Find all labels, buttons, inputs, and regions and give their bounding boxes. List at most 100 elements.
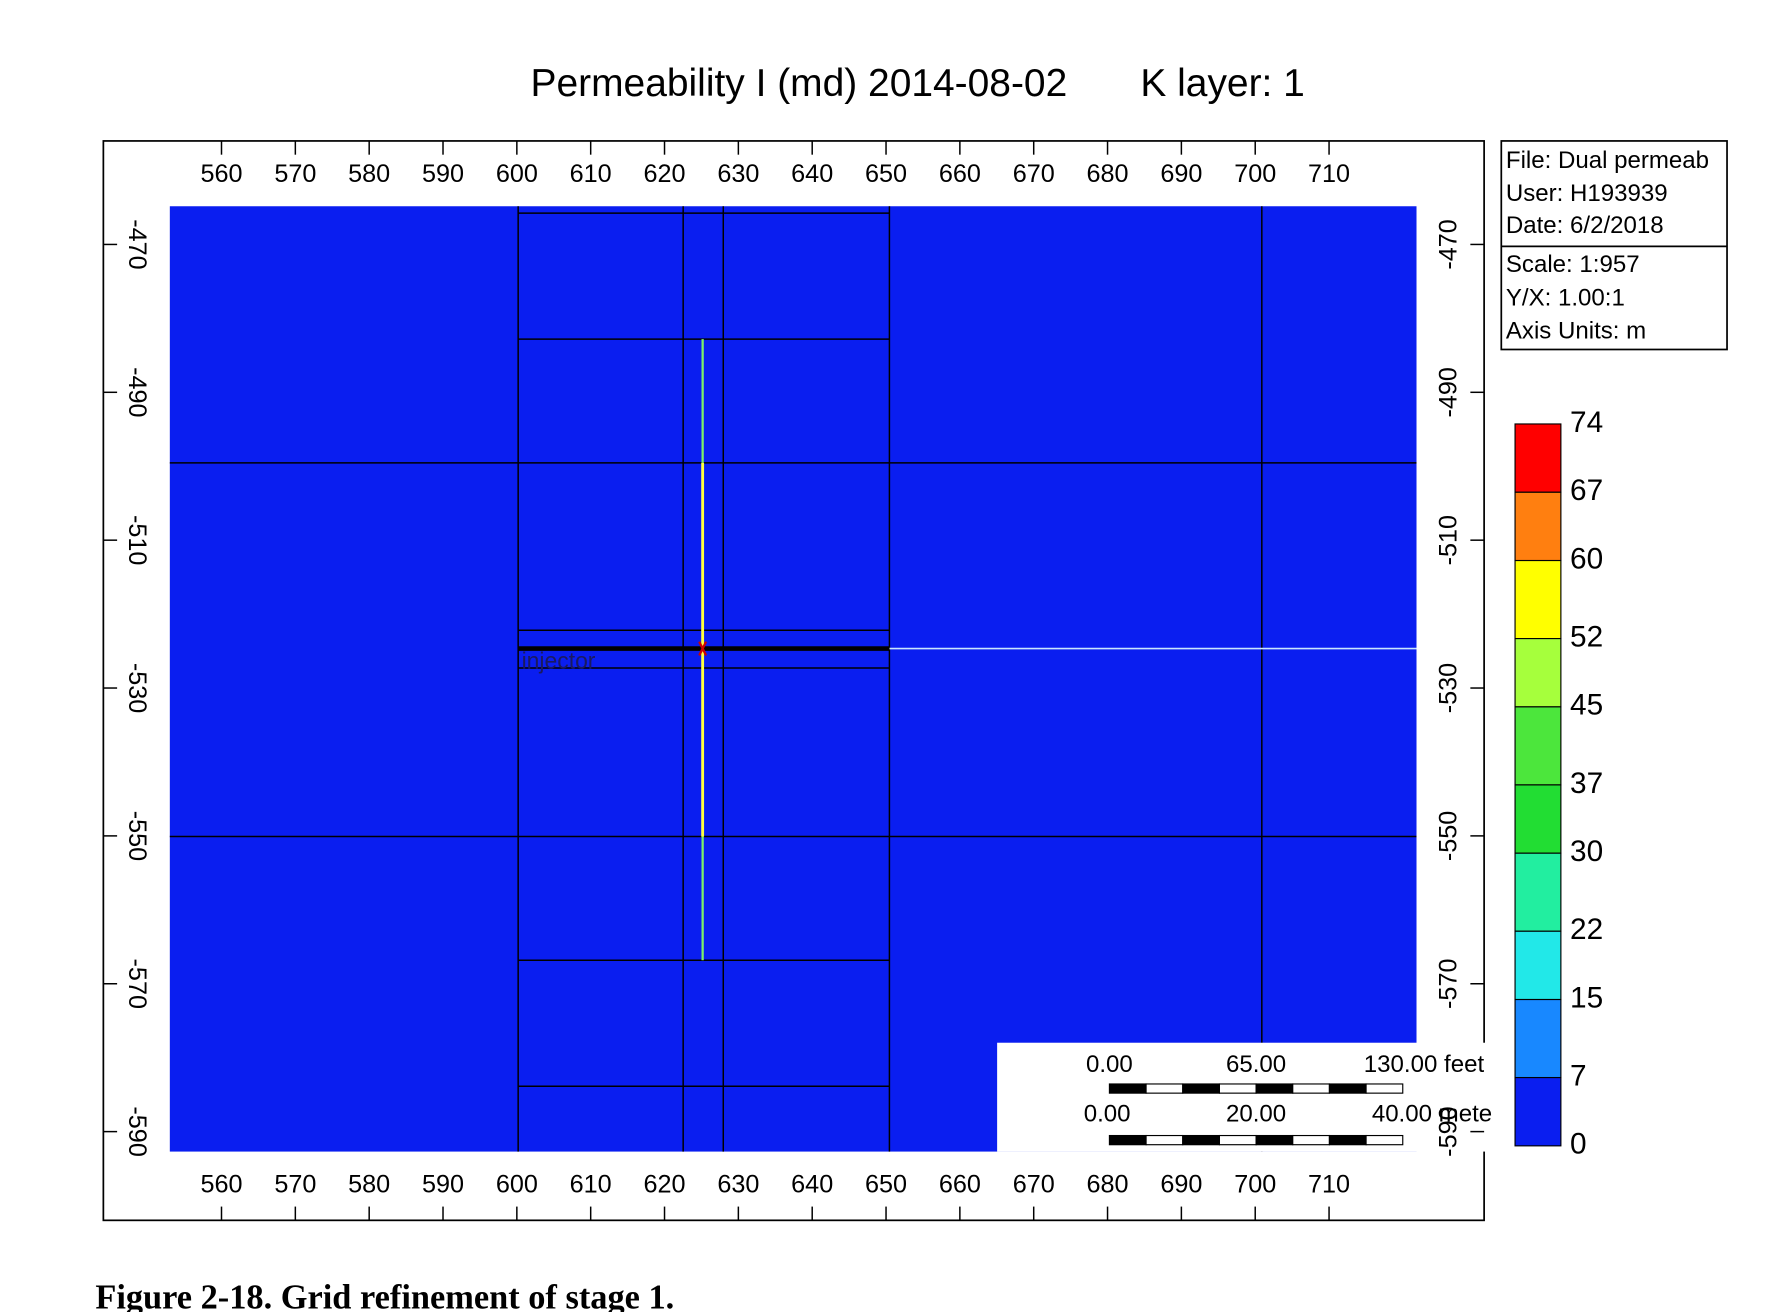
colorbar-label: 74 [1570, 406, 1603, 439]
y-tick-label: -530 [1434, 663, 1462, 713]
colorbar-label: 37 [1570, 767, 1603, 800]
x-tick-label: 590 [422, 1171, 464, 1199]
info-frame [1500, 140, 1728, 351]
scale-bars [1108, 1083, 1404, 1146]
y-tick-label: -530 [123, 663, 151, 713]
colorbar-bin [1514, 852, 1562, 932]
info-text: Axis Units: m [1506, 318, 1646, 345]
y-tick-label: -510 [1434, 515, 1462, 565]
scale-segment [1292, 1083, 1330, 1094]
x-tick-label: 650 [865, 1171, 907, 1199]
scale-label: 130.00 feet [1364, 1051, 1485, 1078]
info-text: User: H193939 [1506, 180, 1668, 207]
scale-segment [1182, 1083, 1220, 1094]
scale-label: 40.00 mete [1372, 1100, 1492, 1127]
x-tick-label: 570 [274, 1171, 316, 1199]
info-text: Y/X: 1.00:1 [1506, 284, 1625, 311]
x-tick-label: 560 [200, 160, 242, 188]
scale-segment [1108, 1134, 1147, 1146]
scale-segment [1292, 1134, 1330, 1146]
colorbar-bin [1514, 930, 1562, 1001]
caption: Figure 2-18. Grid refinement of stage 1. [95, 1278, 674, 1312]
scale-segment [1255, 1083, 1294, 1094]
well-label: injector [522, 647, 596, 673]
y-tick-label: -470 [123, 219, 151, 269]
x-tick-label: 680 [1087, 160, 1129, 188]
scale-segment [1182, 1134, 1220, 1146]
colorbar-label: 30 [1570, 835, 1603, 868]
x-tick-label: 660 [939, 160, 981, 188]
x-tick-label: 580 [348, 160, 390, 188]
x-tick-label: 650 [865, 160, 907, 188]
y-tick-label: -510 [123, 515, 151, 565]
y-tick-label: -570 [1434, 959, 1462, 1009]
colorbar-bin [1514, 491, 1562, 562]
scale-bar-bg [997, 1042, 1502, 1152]
scale-bar: 0.00 65.00 130.00 feet 0.00 20.00 40.00 … [997, 1042, 1502, 1152]
scale-segment [1108, 1083, 1147, 1094]
x-tick-label: 710 [1308, 160, 1350, 188]
colorbar-bin [1514, 423, 1562, 493]
scale-label: 20.00 [1226, 1100, 1286, 1127]
x-tick-label: 670 [1013, 1171, 1055, 1199]
x-tick-label: 600 [496, 160, 538, 188]
map-field [169, 206, 1417, 1152]
y-tick-label: -590 [123, 1106, 151, 1156]
colorbar-bin [1514, 784, 1562, 854]
colorbar-label: 67 [1570, 474, 1603, 507]
scale-segment [1365, 1083, 1404, 1094]
chart-subtitle: K layer: 1 [1140, 62, 1304, 105]
colorbar-label: 15 [1570, 981, 1603, 1014]
colorbar-label: 7 [1570, 1059, 1587, 1092]
x-tick-label: 630 [717, 160, 759, 188]
colorbar-bin [1514, 559, 1562, 640]
x-tick-label: 590 [422, 160, 464, 188]
colorbar-bin [1514, 998, 1562, 1079]
scale-segment [1145, 1134, 1184, 1146]
colorbar-label: 0 [1570, 1128, 1587, 1161]
scale-label: 0.00 [1086, 1051, 1133, 1078]
scale-segment [1218, 1083, 1257, 1094]
scale-segment [1365, 1134, 1404, 1146]
y-tick-label: -570 [123, 959, 151, 1009]
x-tick-label: 680 [1087, 1171, 1129, 1199]
x-tick-label: 640 [791, 160, 833, 188]
y-tick-label: -550 [1434, 811, 1462, 861]
x-tick-label: 620 [644, 160, 686, 188]
colorbar-bin [1514, 638, 1562, 708]
scale-segment [1255, 1134, 1294, 1146]
y-tick-label: -550 [123, 811, 151, 861]
x-tick-label: 630 [717, 1171, 759, 1199]
x-tick-label: 570 [274, 160, 316, 188]
x-tick-label: 640 [791, 1171, 833, 1199]
colorbar-label: 60 [1570, 542, 1603, 575]
x-tick-label: 690 [1160, 1171, 1202, 1199]
scale-segment [1328, 1083, 1367, 1094]
x-tick-label: 700 [1234, 1171, 1276, 1199]
colorbar-bin [1514, 1076, 1562, 1147]
x-tick-label: 610 [570, 160, 612, 188]
x-tick-label: 660 [939, 1171, 981, 1199]
x-tick-label: 560 [200, 1171, 242, 1199]
y-tick-label: -590 [1434, 1106, 1462, 1156]
y-tick-label: -490 [1434, 367, 1462, 417]
colorbar-label: 52 [1570, 620, 1603, 653]
x-tick-label: 690 [1160, 160, 1202, 188]
scale-segment [1328, 1134, 1367, 1146]
x-tick-label: 580 [348, 1171, 390, 1199]
chart-title: Permeability I (md) 2014-08-02 [531, 62, 1068, 105]
scale-segment [1218, 1134, 1257, 1146]
x-tick-label: 610 [570, 1171, 612, 1199]
colorbar-label: 22 [1570, 913, 1603, 946]
colorbar-label: 45 [1570, 689, 1603, 722]
x-tick-label: 670 [1013, 160, 1055, 188]
info-box: File: Dual permeab User: H193939 Date: 6… [1500, 140, 1728, 351]
scale-segment [1145, 1083, 1184, 1094]
y-tick-label: -470 [1434, 219, 1462, 269]
x-tick-label: 600 [496, 1171, 538, 1199]
colorbar-bin [1514, 706, 1562, 786]
info-text: Scale: 1:957 [1506, 251, 1640, 278]
x-tick-label: 710 [1308, 1171, 1350, 1199]
